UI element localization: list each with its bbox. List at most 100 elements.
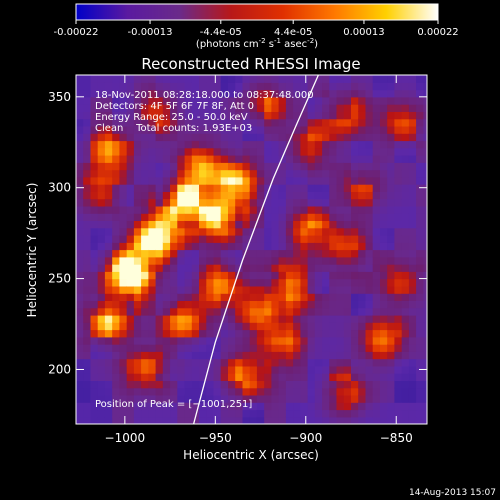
heatmap-cell xyxy=(278,285,287,294)
heatmap-cell xyxy=(264,125,272,134)
heatmap-cell xyxy=(133,96,142,105)
heatmap-cell xyxy=(416,75,424,83)
heatmap-cell xyxy=(249,329,258,338)
heatmap-cell xyxy=(83,133,91,142)
heatmap-cell xyxy=(141,104,149,112)
heatmap-cell xyxy=(293,82,301,91)
heatmap-cell xyxy=(358,256,366,265)
heatmap-cell xyxy=(408,249,417,258)
heatmap-cell xyxy=(199,336,207,345)
heatmap-cell xyxy=(235,373,243,381)
heatmap-cell xyxy=(191,365,200,374)
heatmap-cell xyxy=(300,118,309,127)
heatmap-cell xyxy=(365,125,374,134)
heatmap-cell xyxy=(213,184,222,192)
heatmap-cell xyxy=(191,249,200,258)
heatmap-cell xyxy=(90,314,99,323)
heatmap-cell xyxy=(206,256,215,265)
heatmap-cell xyxy=(358,314,366,323)
heatmap-cell xyxy=(90,111,99,120)
heatmap-cell xyxy=(184,220,193,229)
heatmap-cell xyxy=(213,220,222,229)
heatmap-cell xyxy=(76,329,84,338)
heatmap-cell xyxy=(97,373,106,381)
heatmap-cell xyxy=(394,380,403,389)
heatmap-cell xyxy=(351,205,359,214)
heatmap-cell xyxy=(285,358,294,367)
heatmap-cell xyxy=(220,89,229,98)
heatmap-cell xyxy=(293,365,301,374)
heatmap-cell xyxy=(307,365,316,374)
heatmap-cell xyxy=(314,82,323,91)
heatmap-cell xyxy=(271,365,280,374)
heatmap-cell xyxy=(423,380,427,389)
heatmap-cell xyxy=(213,329,222,338)
heatmap-cell xyxy=(271,336,280,345)
heatmap-cell xyxy=(133,75,142,83)
heatmap-cell xyxy=(329,329,338,338)
heatmap-cell xyxy=(408,380,417,389)
heatmap-cell xyxy=(358,300,366,309)
heatmap-cell xyxy=(191,271,200,280)
heatmap-cell xyxy=(401,111,410,120)
heatmap-cell xyxy=(351,264,359,272)
heatmap-cell xyxy=(278,125,287,134)
heatmap-cell xyxy=(104,256,113,265)
heatmap-cell xyxy=(300,358,309,367)
plot-area xyxy=(76,75,427,424)
heatmap-cell xyxy=(351,242,359,251)
heatmap-cell xyxy=(112,162,120,171)
heatmap-cell xyxy=(97,402,106,411)
heatmap-cell xyxy=(199,249,207,258)
heatmap-cell xyxy=(380,373,388,381)
heatmap-cell xyxy=(285,271,294,280)
heatmap-cell xyxy=(401,198,410,207)
heatmap-cell xyxy=(170,416,178,424)
heatmap-cell xyxy=(112,285,120,294)
heatmap-cell xyxy=(322,133,330,142)
heatmap-cell xyxy=(343,133,352,142)
heatmap-cell xyxy=(256,394,265,403)
heatmap-cell xyxy=(97,213,106,221)
heatmap-cell xyxy=(97,169,106,178)
heatmap-cell xyxy=(387,104,395,112)
heatmap-cell xyxy=(372,125,381,134)
heatmap-cell xyxy=(372,285,381,294)
heatmap-cell xyxy=(380,264,388,272)
heatmap-cell xyxy=(76,75,84,83)
heatmap-cell xyxy=(242,75,251,83)
heatmap-cell xyxy=(235,191,243,200)
heatmap-cell xyxy=(126,365,135,374)
heatmap-cell xyxy=(408,242,417,251)
heatmap-cell xyxy=(278,176,287,185)
heatmap-cell xyxy=(365,394,374,403)
heatmap-cell xyxy=(314,314,323,323)
heatmap-cell xyxy=(148,169,157,178)
heatmap-cell xyxy=(162,358,171,367)
heatmap-cell xyxy=(104,147,113,156)
heatmap-cell xyxy=(394,293,403,301)
heatmap-cell xyxy=(170,104,178,112)
heatmap-cell xyxy=(206,111,215,120)
heatmap-cell xyxy=(133,271,142,280)
heatmap-cell xyxy=(184,380,193,389)
heatmap-cell xyxy=(416,155,424,163)
heatmap-cell xyxy=(220,125,229,134)
heatmap-cell xyxy=(104,249,113,258)
heatmap-cell xyxy=(155,329,164,338)
heatmap-cell xyxy=(336,264,345,272)
heatmap-cell xyxy=(264,89,272,98)
heatmap-cell xyxy=(285,387,294,396)
heatmap-cell xyxy=(90,344,99,352)
info-line-energy: Energy Range: 25.0 - 50.0 keV xyxy=(95,112,248,123)
heatmap-cell xyxy=(170,82,178,91)
heatmap-cell xyxy=(351,365,359,374)
heatmap-cell xyxy=(401,285,410,294)
heatmap-cell xyxy=(423,336,427,345)
heatmap-cell xyxy=(206,89,215,98)
heatmap-cell xyxy=(104,242,113,251)
heatmap-cell xyxy=(213,104,222,112)
heatmap-cell xyxy=(278,278,287,287)
heatmap-cell xyxy=(97,184,106,192)
heatmap-cell xyxy=(83,409,91,418)
